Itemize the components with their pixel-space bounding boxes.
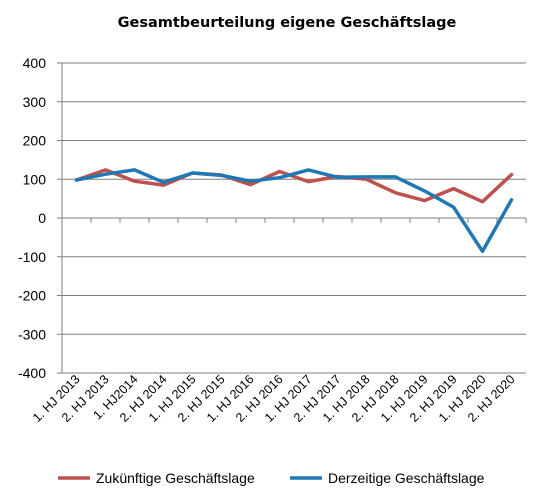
chart-title: Gesamtbeurteilung eigene Geschäftslage <box>118 15 457 31</box>
y-tick-label: 100 <box>23 171 47 187</box>
y-tick-label: -400 <box>18 365 46 381</box>
y-tick-label: 200 <box>23 133 47 149</box>
y-tick-label: 400 <box>23 55 47 71</box>
y-tick-label: 0 <box>38 210 46 226</box>
y-tick-label: -300 <box>18 326 46 342</box>
y-tick-label: -200 <box>18 288 46 304</box>
legend: Zukünftige Geschäftslage Derzeitige Gesch… <box>58 470 485 486</box>
series-line <box>74 168 514 204</box>
legend-label: Derzeitige Geschäftslage <box>328 470 485 486</box>
y-tick-label: -100 <box>18 249 46 265</box>
y-tick-label: 300 <box>23 94 47 110</box>
series-line <box>74 168 514 254</box>
series-lines <box>74 168 514 254</box>
y-axis-ticks: 400 300 200 100 0 -100 -200 -300 -400 <box>18 55 63 381</box>
legend-label: Zukünftige Geschäftslage <box>96 470 255 486</box>
